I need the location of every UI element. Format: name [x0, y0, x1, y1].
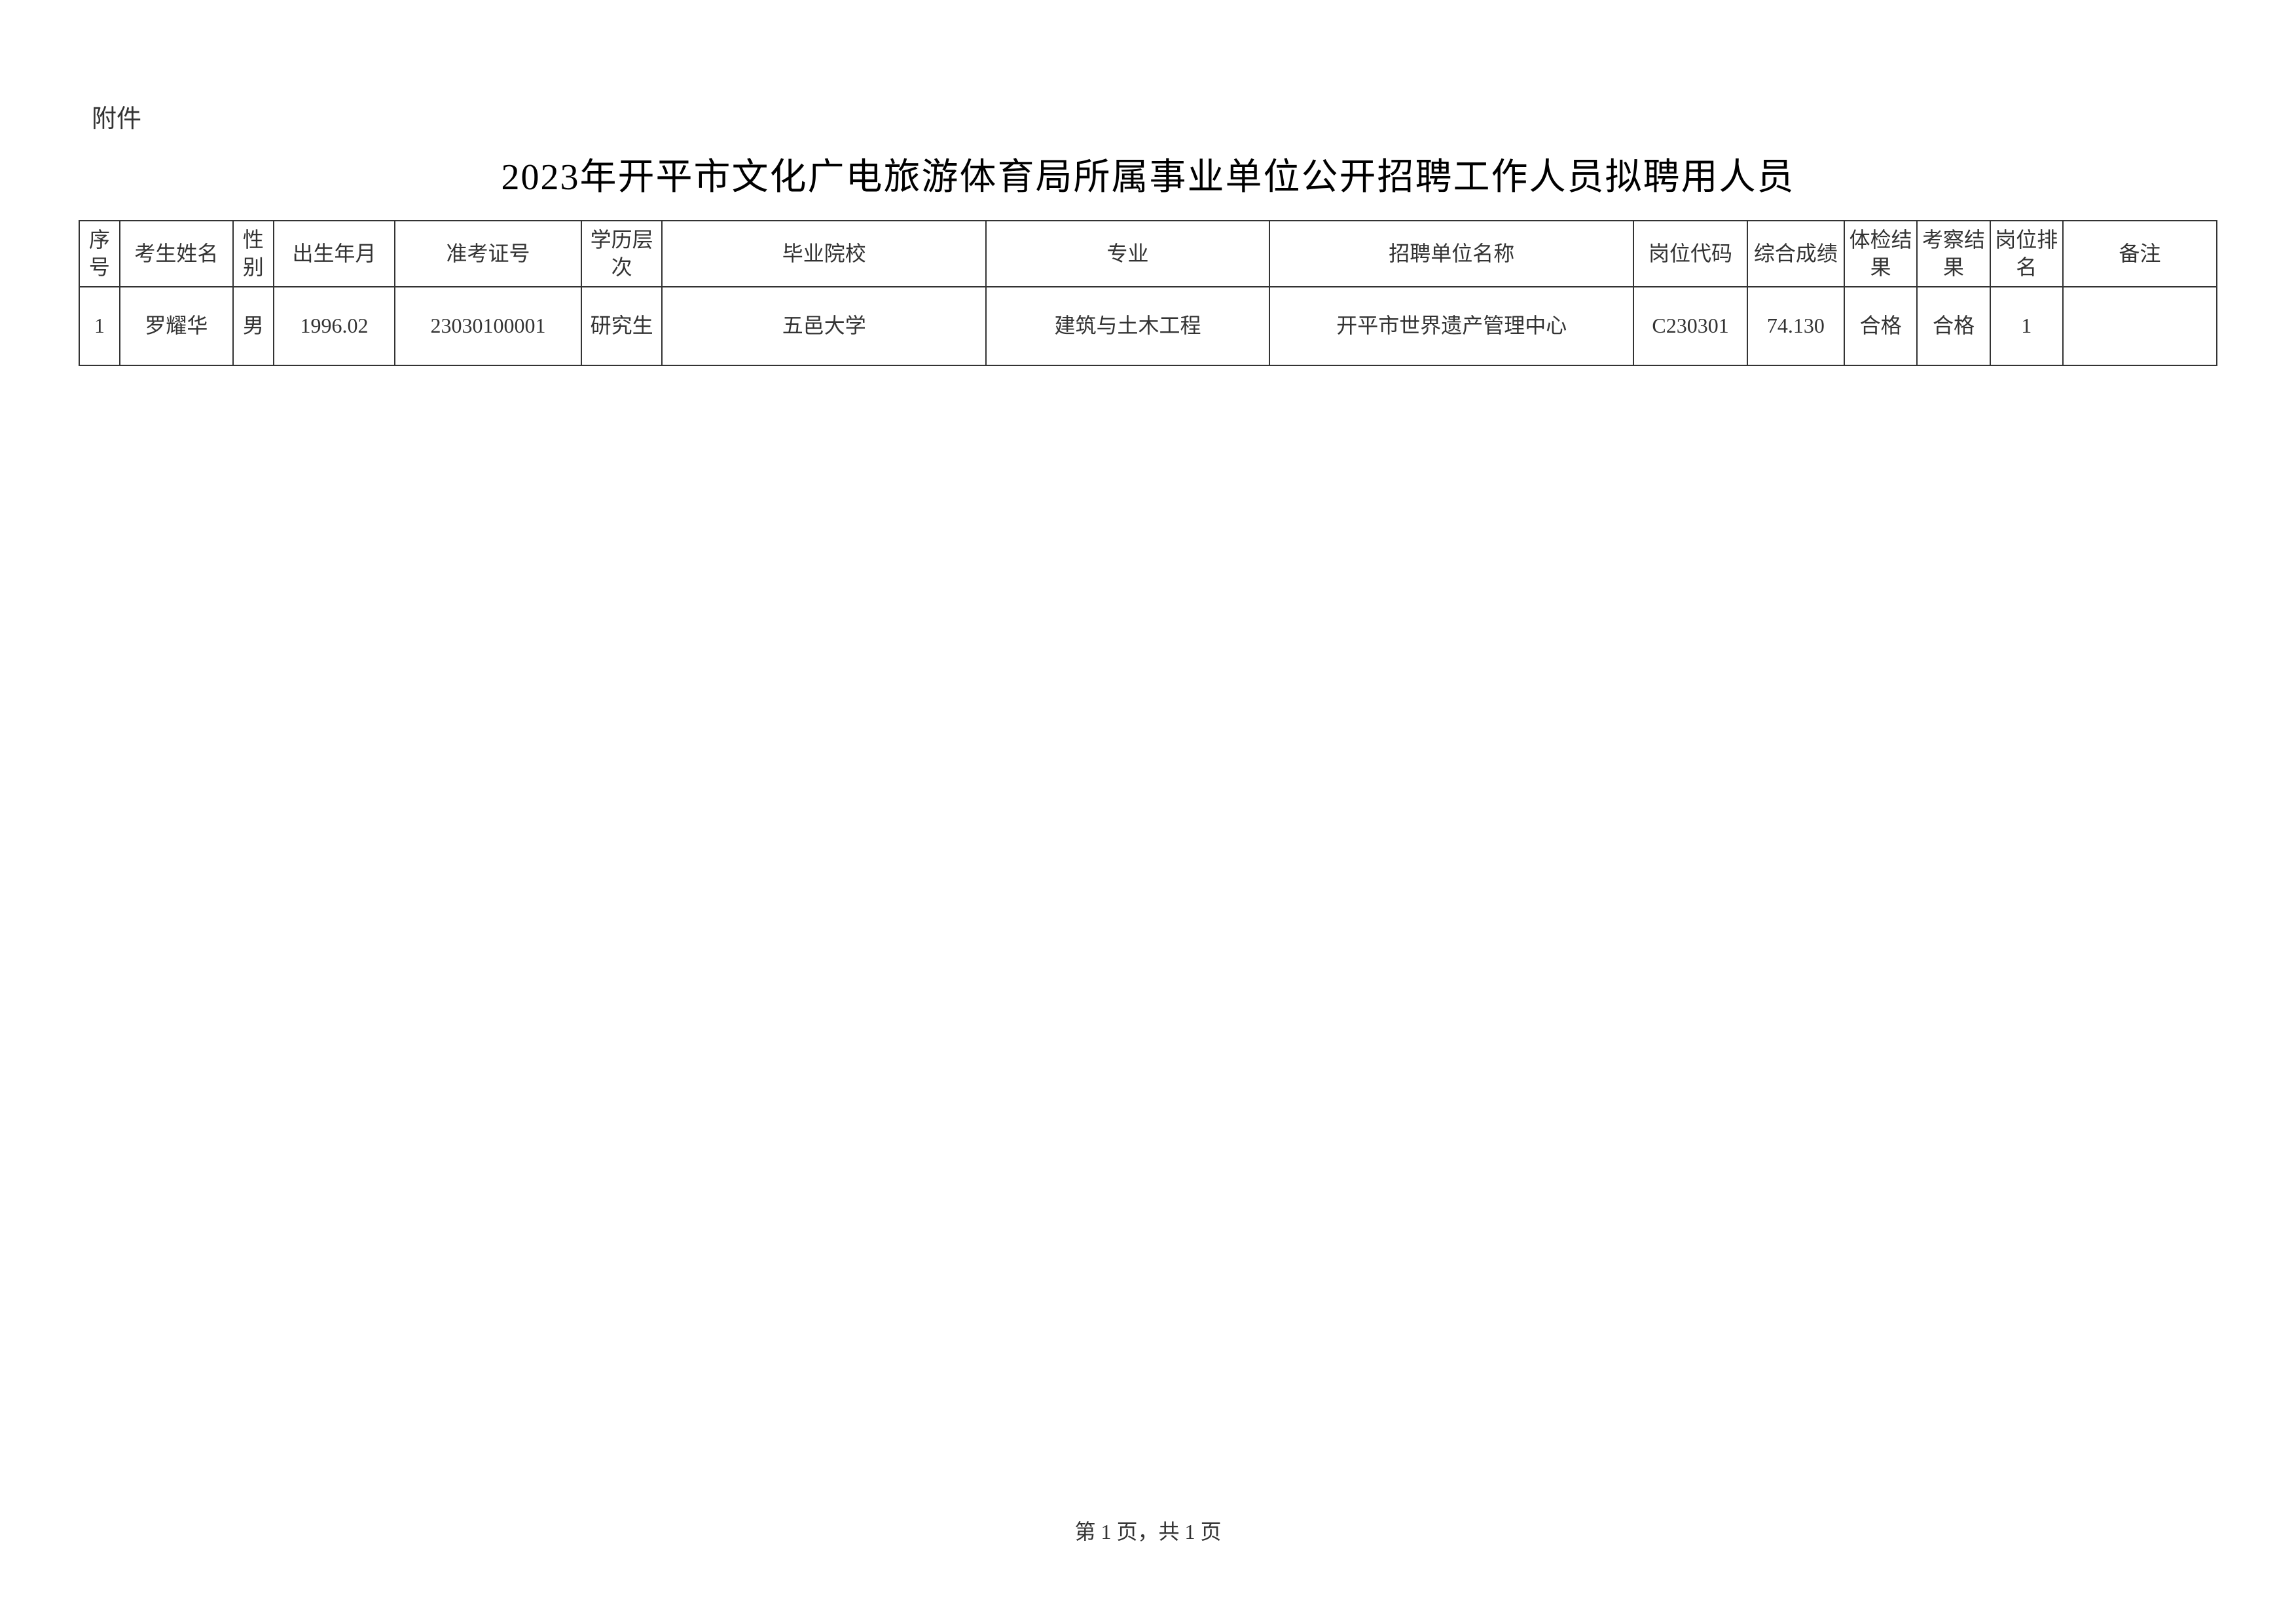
cell-inspection: 合格 — [1917, 287, 1990, 365]
cell-birth: 1996.02 — [274, 287, 395, 365]
cell-exam: 23030100001 — [395, 287, 581, 365]
column-header-education: 学历层次 — [581, 221, 663, 287]
cell-rank: 1 — [1990, 287, 2063, 365]
candidates-table: 序号 考生姓名 性别 出生年月 准考证号 学历层次 毕业院校 专业 招聘单位名称… — [79, 220, 2217, 366]
column-header-postcode: 岗位代码 — [1633, 221, 1747, 287]
column-header-physical: 体检结果 — [1844, 221, 1917, 287]
cell-seq: 1 — [79, 287, 120, 365]
column-header-seq: 序号 — [79, 221, 120, 287]
column-header-unit: 招聘单位名称 — [1269, 221, 1634, 287]
cell-gender: 男 — [233, 287, 274, 365]
column-header-rank: 岗位排名 — [1990, 221, 2063, 287]
cell-physical: 合格 — [1844, 287, 1917, 365]
cell-remark — [2063, 287, 2217, 365]
cell-postcode: C230301 — [1633, 287, 1747, 365]
column-header-name: 考生姓名 — [120, 221, 233, 287]
table-header-row: 序号 考生姓名 性别 出生年月 准考证号 学历层次 毕业院校 专业 招聘单位名称… — [79, 221, 2217, 287]
column-header-inspection: 考察结果 — [1917, 221, 1990, 287]
cell-education: 研究生 — [581, 287, 663, 365]
cell-score: 74.130 — [1747, 287, 1844, 365]
table-row: 1 罗耀华 男 1996.02 23030100001 研究生 五邑大学 建筑与… — [79, 287, 2217, 365]
attachment-label: 附件 — [92, 98, 2217, 134]
cell-school: 五邑大学 — [662, 287, 986, 365]
column-header-birth: 出生年月 — [274, 221, 395, 287]
page-footer: 第 1 页，共 1 页 — [0, 1515, 2296, 1545]
cell-unit: 开平市世界遗产管理中心 — [1269, 287, 1634, 365]
column-header-gender: 性别 — [233, 221, 274, 287]
column-header-score: 综合成绩 — [1747, 221, 1844, 287]
column-header-remark: 备注 — [2063, 221, 2217, 287]
column-header-school: 毕业院校 — [662, 221, 986, 287]
cell-major: 建筑与土木工程 — [986, 287, 1269, 365]
page-title: 2023年开平市文化广电旅游体育局所属事业单位公开招聘工作人员拟聘用人员 — [79, 147, 2217, 200]
column-header-exam: 准考证号 — [395, 221, 581, 287]
column-header-major: 专业 — [986, 221, 1269, 287]
cell-name: 罗耀华 — [120, 287, 233, 365]
